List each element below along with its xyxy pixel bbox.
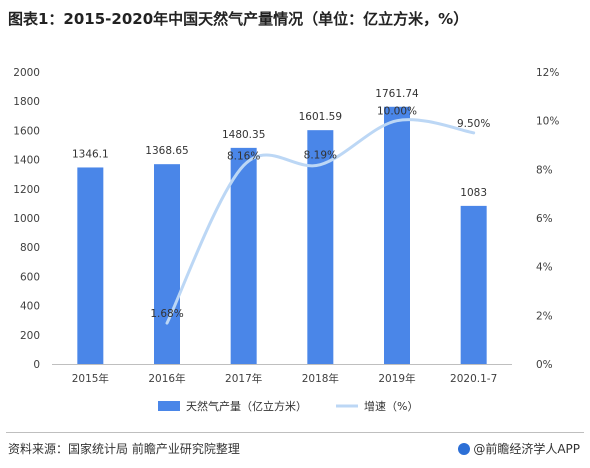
left-axis-tick-label: 800: [20, 242, 40, 254]
line-value-label: 8.19%: [304, 150, 337, 162]
line-value-label: 10.00%: [377, 106, 417, 118]
chart-title: 图表1：2015-2020年中国天然气产量情况（单位：亿立方米，%）: [8, 10, 469, 28]
x-axis-tick-label: 2019年: [378, 372, 415, 385]
left-axis-tick-label: 1800: [13, 96, 40, 108]
right-axis-tick-label: 12%: [536, 67, 559, 79]
data-labels: 1346.1 1368.65 1480.35 1601.59 1761.74 1083 1.…: [72, 88, 490, 320]
bar: [460, 205, 487, 364]
bar-series: [77, 106, 487, 365]
x-axis-tick-label: 2020.1-7: [450, 373, 497, 385]
x-axis-tick-label: 2018年: [302, 372, 339, 385]
left-axis-tick-label: 1600: [13, 125, 40, 137]
brand-logo-icon: [458, 443, 471, 455]
left-axis-tick-label: 2000: [13, 67, 40, 79]
left-axis-tick-label: 1000: [13, 213, 40, 225]
brand-text: @前瞻经济学人APP: [473, 442, 580, 456]
bar: [154, 164, 180, 364]
right-axis-tick-label: 6%: [536, 213, 553, 225]
legend-bar-label: 天然气产量（亿立方米）: [186, 399, 307, 413]
left-axis-tick-label: 400: [20, 301, 40, 313]
x-axis-tick-label: 2015年: [72, 372, 109, 385]
legend: 天然气产量（亿立方米） 增速（%）: [158, 399, 418, 413]
chart-canvas: 0 200 400 600 800 1000 1200 1400 1600 1800 2000 0% 2…: [13, 67, 559, 413]
brand-credit: @前瞻经济学人APP: [458, 440, 580, 457]
bar: [384, 106, 410, 365]
bar: [307, 130, 334, 364]
source-note: 资料来源：国家统计局 前瞻产业研究院整理: [8, 442, 240, 456]
right-axis-tick-label: 4%: [536, 262, 553, 274]
left-axis-tick-label: 200: [20, 330, 40, 342]
growth-rate-line: [165, 118, 476, 325]
footer-divider: [6, 432, 584, 433]
right-axis-tick-label: 8%: [536, 164, 553, 176]
legend-line-label: 增速（%）: [364, 399, 418, 413]
line-value-label: 8.16%: [227, 150, 260, 162]
bar-value-label: 1480.35: [222, 129, 265, 141]
bar-value-label: 1601.59: [299, 111, 342, 123]
right-axis-tick-label: 10%: [536, 116, 559, 128]
bar-value-label: 1368.65: [145, 145, 188, 157]
left-axis-tick-label: 600: [20, 271, 40, 283]
line-series: [165, 118, 476, 325]
bar-value-label: 1761.74: [375, 88, 419, 100]
left-axis-tick-label: 0: [33, 359, 40, 371]
bar: [230, 147, 257, 364]
bar: [77, 167, 104, 364]
legend-bar-swatch: [158, 401, 180, 411]
x-axis-tick-label: 2016年: [148, 372, 185, 385]
right-axis-tick-label: 0%: [536, 359, 553, 371]
x-axis-tick-label: 2017年: [225, 372, 262, 385]
bar-value-label: 1346.1: [72, 148, 109, 160]
right-axis-tick-label: 2%: [536, 310, 553, 322]
left-axis-tick-label: 1400: [13, 155, 40, 167]
left-axis-tick-label: 1200: [13, 184, 40, 196]
line-value-label: 1.68%: [150, 308, 183, 320]
bar-value-label: 1083: [460, 187, 487, 199]
axes: 0 200 400 600 800 1000 1200 1400 1600 1800 2000 0% 2…: [13, 67, 559, 385]
line-value-label: 9.50%: [457, 118, 490, 130]
